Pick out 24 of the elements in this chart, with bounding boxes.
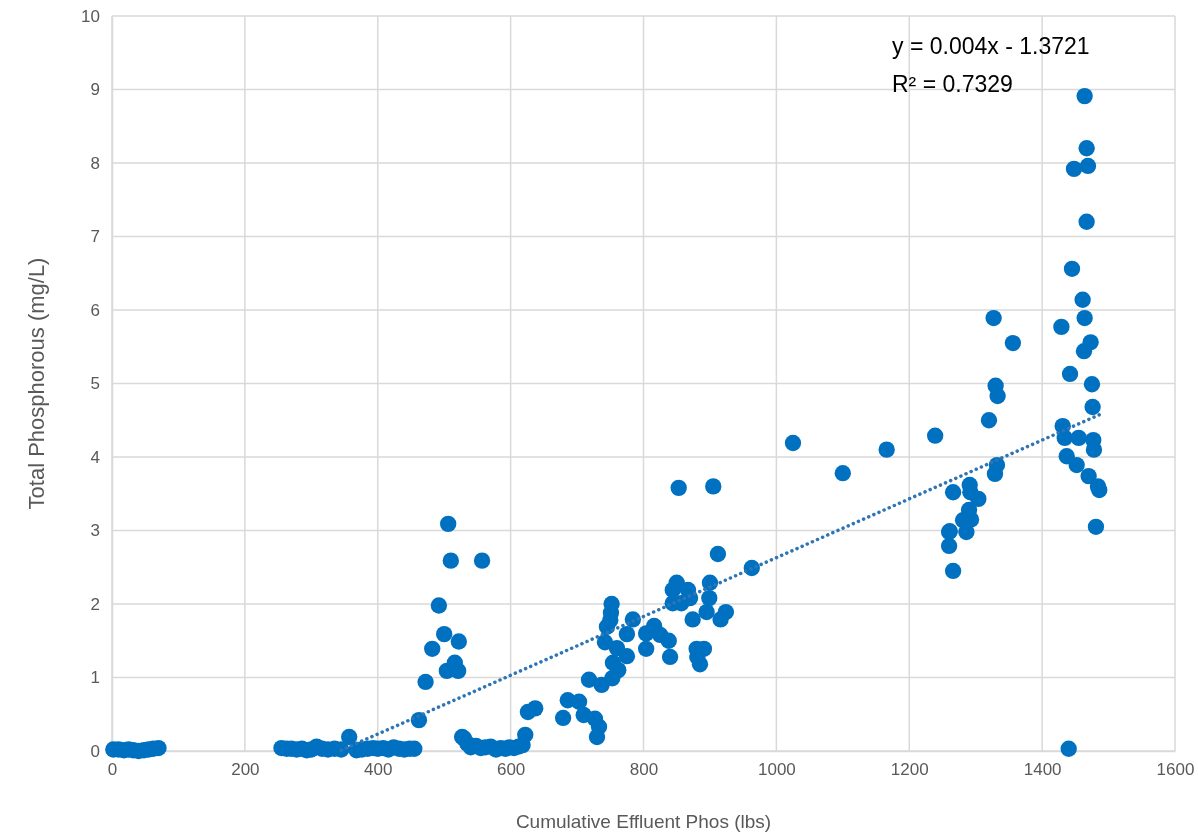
annotation: R² = 0.7329 [892,71,1013,97]
x-tick-label: 600 [496,760,526,780]
x-axis-title: Cumulative Effluent Phos (lbs) [515,811,772,832]
x-tick-label: 1600 [1156,760,1195,780]
y-tick-label: 8 [90,153,100,173]
y-tick-label: 10 [81,6,100,26]
y-tick-label: 6 [90,300,100,320]
y-tick-label: 9 [90,80,100,100]
annotation: y = 0.004x - 1.3721 [892,33,1090,59]
x-tick-label: 1400 [1023,760,1062,780]
x-tick-label: 200 [231,760,260,780]
y-tick-label: 0 [90,741,100,761]
x-tick-label: 1200 [890,760,929,780]
x-tick-label: 400 [364,760,393,780]
x-tick-label: 800 [629,760,659,780]
y-tick-label: 3 [90,521,100,541]
y-tick-label: 2 [90,594,100,614]
y-tick-label: 5 [90,374,100,394]
x-tick-label: 1000 [757,760,796,780]
y-axis-title: Total Phosphorous (mg/L) [24,257,49,510]
y-tick-label: 4 [90,447,100,467]
x-tick-label: 0 [107,760,118,780]
y-tick-label: 7 [90,227,100,247]
y-tick-label: 1 [90,668,100,688]
